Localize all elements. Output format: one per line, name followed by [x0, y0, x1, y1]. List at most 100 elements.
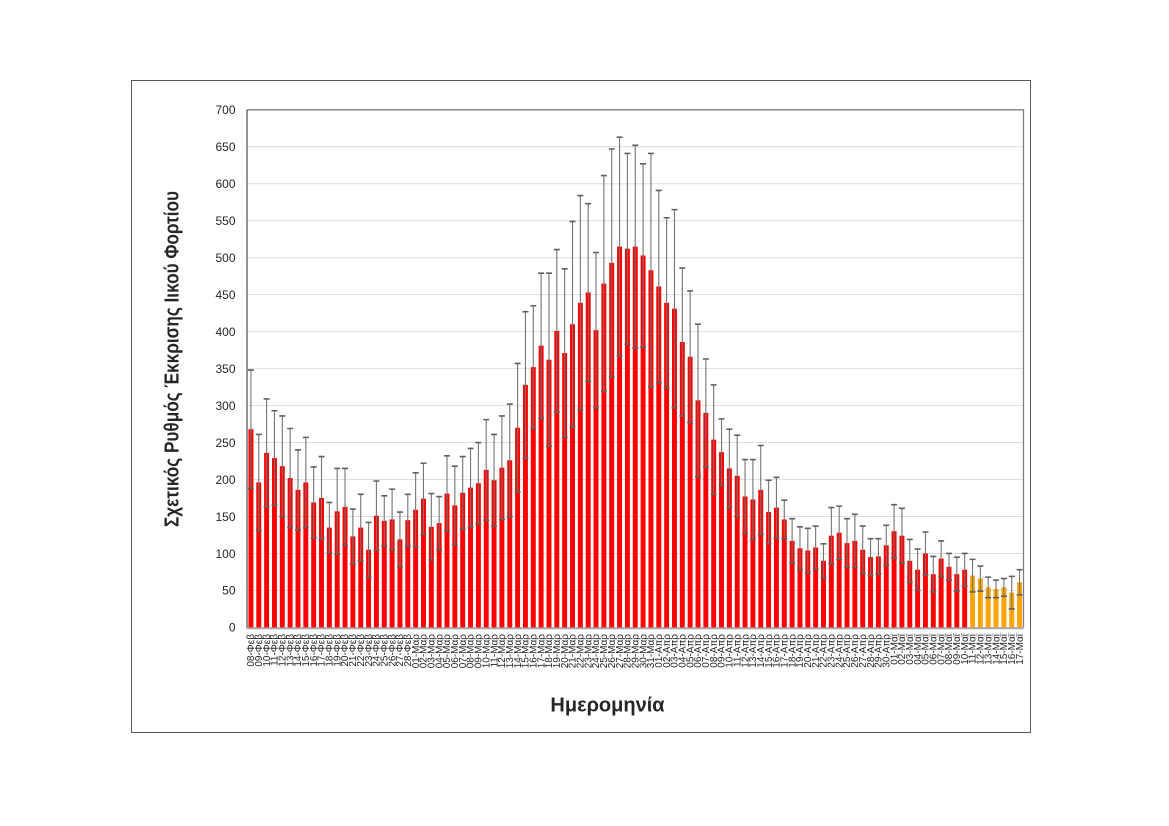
svg-text:05-Μαρ: 05-Μαρ	[442, 634, 453, 669]
svg-text:14-Μαϊ: 14-Μαϊ	[991, 633, 1002, 665]
svg-text:29-Μαρ: 29-Μαρ	[630, 634, 641, 669]
svg-text:30-Απρ: 30-Απρ	[881, 634, 892, 668]
svg-text:150: 150	[215, 510, 235, 524]
svg-text:02-Μαρ: 02-Μαρ	[419, 634, 430, 669]
svg-text:02-Απρ: 02-Απρ	[662, 634, 673, 668]
svg-text:17-Μαϊ: 17-Μαϊ	[1015, 633, 1026, 665]
svg-text:16-Φεβ: 16-Φεβ	[309, 634, 320, 667]
svg-text:14-Μαρ: 14-Μαρ	[513, 634, 524, 669]
svg-text:11-Φεβ: 11-Φεβ	[270, 634, 281, 666]
svg-text:07-Μαρ: 07-Μαρ	[458, 634, 469, 669]
svg-text:21-Φεβ: 21-Φεβ	[348, 634, 359, 667]
svg-text:09-Μαϊ: 09-Μαϊ	[952, 633, 963, 665]
svg-text:22-Απρ: 22-Απρ	[819, 634, 830, 668]
svg-text:0: 0	[229, 621, 236, 635]
svg-text:18-Μαρ: 18-Μαρ	[544, 634, 555, 669]
svg-text:400: 400	[215, 325, 235, 339]
svg-text:550: 550	[215, 214, 235, 228]
svg-text:04-Απρ: 04-Απρ	[678, 634, 689, 668]
svg-text:11-Μαϊ: 11-Μαϊ	[968, 633, 979, 664]
svg-text:09-Φεβ: 09-Φεβ	[254, 634, 265, 667]
svg-text:Ημερομηνία: Ημερομηνία	[550, 695, 665, 717]
svg-text:03-Μαϊ: 03-Μαϊ	[905, 633, 916, 665]
svg-text:09-Απρ: 09-Απρ	[717, 634, 728, 668]
svg-text:15-Απρ: 15-Απρ	[764, 634, 775, 668]
svg-text:24-Απρ: 24-Απρ	[834, 634, 845, 668]
svg-text:12-Απρ: 12-Απρ	[740, 634, 751, 668]
svg-text:13-Φεβ: 13-Φεβ	[285, 634, 296, 667]
svg-text:27-Μαρ: 27-Μαρ	[615, 634, 626, 669]
svg-text:300: 300	[215, 399, 235, 413]
svg-text:50: 50	[222, 584, 236, 598]
svg-text:09-Μαρ: 09-Μαρ	[474, 634, 485, 669]
svg-text:13-Απρ: 13-Απρ	[748, 634, 759, 668]
svg-text:12-Μαρ: 12-Μαρ	[497, 634, 508, 669]
svg-text:07-Μαϊ: 07-Μαϊ	[936, 633, 947, 665]
svg-text:28-Μαρ: 28-Μαρ	[623, 634, 634, 669]
svg-text:08-Μαρ: 08-Μαρ	[466, 634, 477, 669]
svg-text:19-Μαρ: 19-Μαρ	[552, 634, 563, 669]
svg-text:26-Μαρ: 26-Μαρ	[607, 634, 618, 669]
svg-text:08-Απρ: 08-Απρ	[709, 634, 720, 668]
svg-text:18-Απρ: 18-Απρ	[787, 634, 798, 668]
svg-text:12-Μαϊ: 12-Μαϊ	[976, 633, 987, 665]
svg-text:04-Μαϊ: 04-Μαϊ	[913, 633, 924, 665]
svg-text:06-Μαρ: 06-Μαρ	[450, 634, 461, 669]
svg-text:27-Φεβ: 27-Φεβ	[395, 634, 406, 667]
svg-text:200: 200	[215, 473, 235, 487]
svg-text:24-Φεβ: 24-Φεβ	[372, 634, 383, 667]
svg-text:01-Απρ: 01-Απρ	[654, 634, 665, 668]
svg-text:20-Απρ: 20-Απρ	[803, 634, 814, 668]
svg-text:21-Απρ: 21-Απρ	[811, 634, 822, 668]
svg-text:700: 700	[215, 103, 235, 117]
svg-text:23-Φεβ: 23-Φεβ	[364, 634, 375, 667]
svg-text:29-Απρ: 29-Απρ	[874, 634, 885, 668]
svg-text:07-Απρ: 07-Απρ	[701, 634, 712, 668]
svg-text:15-Μαϊ: 15-Μαϊ	[999, 633, 1010, 665]
svg-text:100: 100	[215, 547, 235, 561]
svg-text:08-Μαϊ: 08-Μαϊ	[944, 633, 955, 665]
svg-text:500: 500	[215, 251, 235, 265]
svg-text:11-Μαρ: 11-Μαρ	[489, 634, 500, 668]
svg-text:30-Μαρ: 30-Μαρ	[638, 634, 649, 669]
svg-text:05-Απρ: 05-Απρ	[685, 634, 696, 668]
svg-text:650: 650	[215, 140, 235, 154]
svg-text:10-Φεβ: 10-Φεβ	[262, 634, 273, 667]
svg-text:06-Μαϊ: 06-Μαϊ	[929, 633, 940, 665]
svg-text:23-Απρ: 23-Απρ	[827, 634, 838, 668]
svg-text:19-Φεβ: 19-Φεβ	[332, 634, 343, 667]
svg-text:14-Φεβ: 14-Φεβ	[293, 634, 304, 667]
svg-text:25-Απρ: 25-Απρ	[842, 634, 853, 668]
svg-text:17-Απρ: 17-Απρ	[779, 634, 790, 668]
svg-text:24-Μαρ: 24-Μαρ	[591, 634, 602, 669]
svg-text:250: 250	[215, 436, 235, 450]
svg-text:31-Μαρ: 31-Μαρ	[646, 634, 657, 669]
svg-text:08-Φεβ: 08-Φεβ	[246, 634, 257, 667]
svg-text:16-Απρ: 16-Απρ	[772, 634, 783, 668]
svg-text:25-Φεβ: 25-Φεβ	[379, 634, 390, 667]
svg-text:01-Μαϊ: 01-Μαϊ	[889, 633, 900, 665]
svg-text:05-Μαϊ: 05-Μαϊ	[921, 633, 932, 665]
svg-text:13-Μαρ: 13-Μαρ	[505, 634, 516, 669]
svg-text:02-Μαϊ: 02-Μαϊ	[897, 633, 908, 665]
svg-text:20-Φεβ: 20-Φεβ	[340, 634, 351, 667]
svg-text:17-Μαρ: 17-Μαρ	[536, 634, 547, 669]
svg-text:03-Μαρ: 03-Μαρ	[427, 634, 438, 669]
svg-text:10-Μαϊ: 10-Μαϊ	[960, 633, 971, 665]
svg-text:22-Φεβ: 22-Φεβ	[356, 634, 367, 667]
svg-text:03-Απρ: 03-Απρ	[670, 634, 681, 668]
svg-text:22-Μαρ: 22-Μαρ	[576, 634, 587, 669]
svg-text:15-Φεβ: 15-Φεβ	[301, 634, 312, 667]
svg-text:20-Μαρ: 20-Μαρ	[560, 634, 571, 669]
svg-text:01-Μαρ: 01-Μαρ	[411, 634, 422, 669]
svg-text:12-Φεβ: 12-Φεβ	[278, 634, 289, 667]
svg-text:16-Μαϊ: 16-Μαϊ	[1007, 633, 1018, 665]
svg-text:10-Απρ: 10-Απρ	[725, 634, 736, 668]
svg-text:26-Φεβ: 26-Φεβ	[387, 634, 398, 667]
svg-text:21-Μαρ: 21-Μαρ	[568, 634, 579, 669]
svg-text:11-Απρ: 11-Απρ	[732, 634, 743, 667]
svg-text:19-Απρ: 19-Απρ	[795, 634, 806, 668]
svg-text:10-Μαρ: 10-Μαρ	[481, 634, 492, 669]
svg-text:350: 350	[215, 362, 235, 376]
svg-text:04-Μαρ: 04-Μαρ	[434, 634, 445, 669]
